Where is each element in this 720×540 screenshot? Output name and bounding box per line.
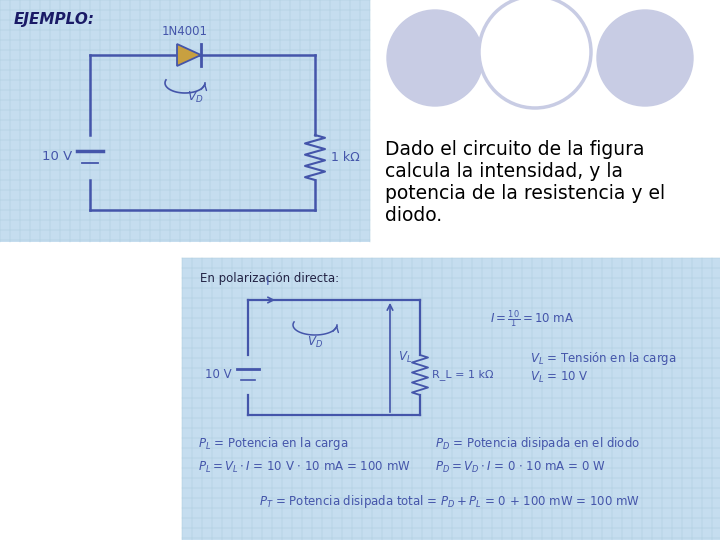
Text: EJEMPLO:: EJEMPLO: bbox=[14, 12, 95, 27]
Text: En polarización directa:: En polarización directa: bbox=[200, 272, 339, 285]
Text: diodo.: diodo. bbox=[385, 206, 442, 225]
Text: $P_L$ = Potencia en la carga: $P_L$ = Potencia en la carga bbox=[198, 435, 348, 452]
Text: R_L = 1 kΩ: R_L = 1 kΩ bbox=[432, 369, 493, 381]
Text: potencia de la resistencia y el: potencia de la resistencia y el bbox=[385, 184, 665, 203]
Text: $P_D$ = Potencia disipada en el diodo: $P_D$ = Potencia disipada en el diodo bbox=[435, 435, 640, 452]
Text: $P_D = V_D \cdot I$ = 0 $\cdot$ 10 mA = 0 W: $P_D = V_D \cdot I$ = 0 $\cdot$ 10 mA = … bbox=[435, 460, 606, 475]
Text: $P_T$ = Potencia disipada total = $P_D + P_L$ = 0 + 100 mW = 100 mW: $P_T$ = Potencia disipada total = $P_D +… bbox=[259, 493, 641, 510]
Text: $V_L$: $V_L$ bbox=[398, 350, 412, 365]
Text: $P_L = V_L \cdot I$ = 10 V $\cdot$ 10 mA = 100 mW: $P_L = V_L \cdot I$ = 10 V $\cdot$ 10 mA… bbox=[198, 460, 411, 475]
Text: 1 kΩ: 1 kΩ bbox=[331, 151, 360, 164]
Text: $V_L$ = 10 V: $V_L$ = 10 V bbox=[530, 370, 589, 385]
Polygon shape bbox=[177, 44, 201, 66]
Text: $V_D$: $V_D$ bbox=[186, 90, 204, 105]
Bar bbox=[182, 258, 720, 540]
Bar bbox=[0, 0, 370, 242]
Text: 1N4001: 1N4001 bbox=[162, 25, 208, 38]
Circle shape bbox=[479, 0, 591, 108]
Text: 10 V: 10 V bbox=[42, 151, 72, 164]
Circle shape bbox=[597, 10, 693, 106]
Text: 10 V: 10 V bbox=[205, 368, 232, 381]
Text: $V_L$ = Tensión en la carga: $V_L$ = Tensión en la carga bbox=[530, 350, 677, 367]
Text: calcula la intensidad, y la: calcula la intensidad, y la bbox=[385, 162, 623, 181]
Text: Dado el circuito de la figura: Dado el circuito de la figura bbox=[385, 140, 644, 159]
Circle shape bbox=[387, 10, 483, 106]
Text: I: I bbox=[266, 275, 270, 288]
Text: $V_D$: $V_D$ bbox=[307, 335, 323, 350]
Text: $I = \frac{10}{1} = 10$ mA: $I = \frac{10}{1} = 10$ mA bbox=[490, 308, 575, 330]
